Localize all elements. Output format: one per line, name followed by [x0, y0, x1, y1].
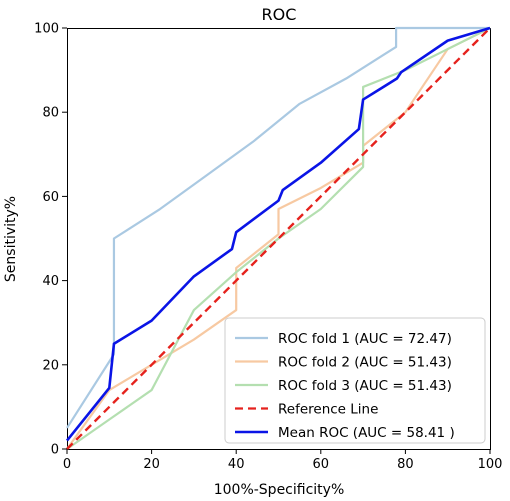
chart-title: ROC [262, 5, 297, 24]
series-line-4 [66, 27, 491, 450]
legend-label-4: Reference Line [278, 402, 378, 418]
legend-label-5: Mean ROC (AUC = 58.41 ) [278, 425, 455, 441]
x-axis-label: 100%-Specificity% [214, 482, 345, 498]
legend: ROC fold 1 (AUC = 72.47) ROC fold 2 (AUC … [224, 317, 486, 444]
y-tick-label: 60 [42, 190, 59, 205]
y-tick-label: 20 [42, 358, 59, 373]
series-layer [65, 26, 491, 450]
x-tick-label: 40 [228, 457, 245, 472]
legend-label-3: ROC fold 3 (AUC = 51.43) [278, 378, 452, 394]
legend-label-2: ROC fold 2 (AUC = 51.43) [278, 355, 452, 371]
y-axis-label: Sensitivity% [3, 196, 19, 282]
y-tick-label: 80 [42, 106, 59, 121]
plot-area-frame [67, 28, 491, 450]
series-line-3 [66, 27, 491, 450]
y-tick-label: 100 [34, 22, 59, 37]
y-tick-label: 40 [42, 274, 59, 289]
x-tick-label: 100 [478, 457, 503, 472]
x-tick-label: 20 [143, 457, 160, 472]
x-tick-label: 80 [397, 457, 414, 472]
legend-label-1: ROC fold 1 (AUC = 72.47) [278, 331, 452, 347]
tick-layer: 0 20 40 60 80 100 0 20 40 60 80 100 [34, 22, 502, 473]
x-tick-label: 60 [313, 457, 330, 472]
x-tick-label: 0 [63, 457, 71, 472]
legend-box [224, 317, 486, 444]
series-line-1 [66, 26, 490, 429]
y-tick-label: 0 [51, 443, 59, 458]
series-line-5 [65, 26, 491, 442]
